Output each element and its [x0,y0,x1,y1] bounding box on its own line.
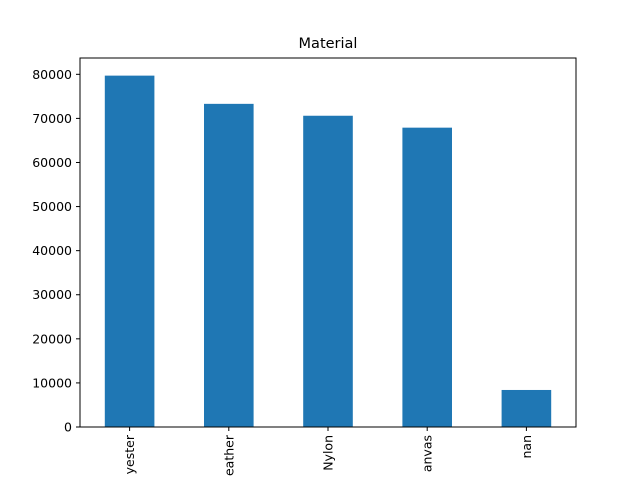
y-tick-label: 60000 [32,155,72,170]
y-tick-label: 50000 [32,199,72,214]
y-tick-label: 0 [64,420,72,435]
y-tick-label: 30000 [32,287,72,302]
bar-leather [204,103,254,427]
plot-frame [79,57,577,428]
y-tick-label: 40000 [32,243,72,258]
y-axis: 0 10000 20000 30000 40000 50000 60000 70000 8000… [32,67,80,435]
y-tick-label: 20000 [32,331,72,346]
y-tick-label: 70000 [32,111,72,126]
chart-title: Material [299,36,358,52]
bar-canvas [402,127,452,427]
bar-nylon [303,115,353,427]
x-tick-label: yester [122,434,137,474]
x-tick-label: eather [221,434,236,476]
bar-polyester [104,75,155,427]
x-axis: yester eather Nylon anvas nan [122,427,534,476]
x-tick-label: nan [519,435,534,459]
y-tick-label: 80000 [32,67,72,82]
x-tick-label: Nylon [321,435,336,471]
x-tick-label: anvas [420,435,435,472]
bar-nan [501,389,552,427]
bars-layer [104,75,552,427]
y-tick-label: 10000 [32,375,72,390]
